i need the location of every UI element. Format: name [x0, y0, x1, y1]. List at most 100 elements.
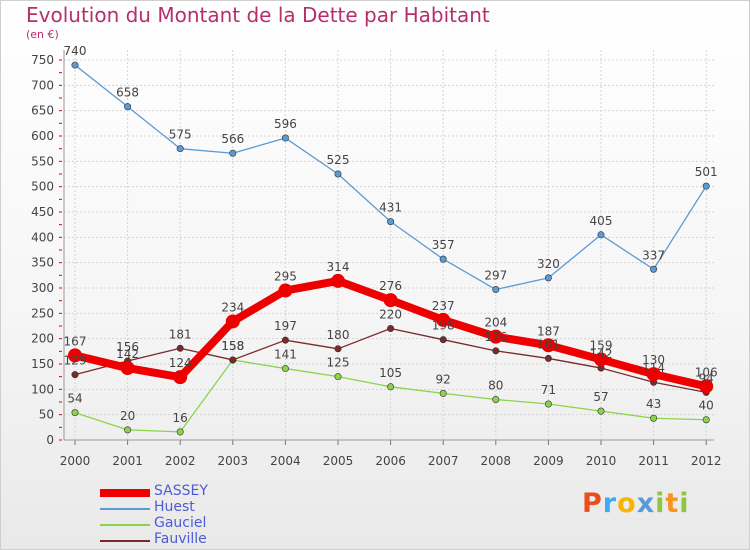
data-label-huest: 320 — [537, 257, 560, 271]
data-point-sassey — [120, 361, 135, 376]
data-point-sassey — [594, 352, 608, 367]
data-label-huest: 337 — [642, 248, 665, 262]
data-point-sassey — [488, 329, 503, 344]
proxiti-logo: Proxiti — [582, 488, 690, 519]
data-point-fauville — [229, 356, 237, 364]
data-point-sassey — [541, 338, 556, 353]
data-point-fauville — [544, 354, 552, 362]
y-tick-label: 650 — [31, 104, 54, 118]
data-point-gauciel — [544, 400, 552, 408]
data-point-huest — [281, 134, 289, 142]
y-tick-label: 0 — [46, 433, 54, 447]
y-tick-label: 250 — [31, 306, 54, 320]
data-label-layer: 740 658 575 566 596 525 431 357 297 320 405 337 501 5… — [64, 44, 718, 425]
data-label-sassey: 124 — [169, 356, 192, 370]
data-point-huest — [176, 145, 184, 153]
data-point-huest — [544, 274, 552, 282]
data-point-gauciel — [176, 428, 184, 436]
data-label-huest: 405 — [590, 214, 613, 228]
data-point-huest — [124, 103, 132, 111]
x-tick-label: 2012 — [691, 454, 722, 468]
data-point-sassey — [436, 312, 451, 327]
data-point-gauciel — [597, 407, 605, 415]
x-tick-label: 2002 — [165, 454, 196, 468]
data-point-huest — [229, 149, 237, 157]
data-point-huest — [702, 182, 710, 190]
data-label-fauville: 156 — [116, 340, 139, 354]
data-label-huest: 740 — [64, 44, 87, 58]
legend-label: Fauville — [154, 531, 207, 547]
data-point-gauciel — [492, 395, 500, 403]
x-tick-label: 2001 — [112, 454, 143, 468]
data-point-sassey — [383, 293, 398, 308]
data-label-gauciel: 158 — [221, 339, 244, 353]
legend-label: Huest — [154, 499, 195, 515]
data-label-huest: 658 — [116, 86, 139, 100]
data-point-huest — [439, 255, 447, 263]
y-tick-label: 550 — [31, 154, 54, 168]
data-point-sassey — [225, 314, 240, 329]
y-tick-label: 500 — [31, 180, 54, 194]
data-label-huest: 297 — [484, 269, 507, 283]
x-tick-label: 2005 — [323, 454, 354, 468]
data-point-fauville — [334, 345, 342, 353]
data-label-sassey: 276 — [379, 279, 402, 293]
y-tick-label: 300 — [31, 281, 54, 295]
data-label-fauville: 114 — [642, 361, 665, 375]
data-label-sassey: 204 — [484, 316, 507, 330]
data-label-gauciel: 57 — [593, 390, 608, 404]
data-label-huest: 501 — [695, 165, 718, 179]
data-point-gauciel — [702, 416, 710, 424]
series-layer — [68, 61, 714, 436]
data-point-gauciel — [650, 414, 658, 422]
data-label-sassey: 314 — [327, 260, 350, 274]
legend-swatch-fauville — [100, 540, 150, 542]
x-tick-label: 2010 — [586, 454, 617, 468]
data-point-sassey — [68, 348, 82, 363]
y-tick-label: 150 — [31, 357, 54, 371]
legend-swatch-gauciel — [100, 524, 150, 526]
y-tick-label: 600 — [31, 129, 54, 143]
data-label-sassey: 237 — [432, 299, 455, 313]
data-label-fauville: 176 — [484, 330, 507, 344]
data-label-gauciel: 40 — [699, 399, 714, 413]
x-tick-label: 2011 — [638, 454, 669, 468]
data-point-sassey — [278, 283, 293, 298]
data-label-fauville: 197 — [274, 319, 297, 333]
data-point-sassey — [173, 370, 188, 385]
data-label-gauciel: 80 — [488, 378, 503, 392]
data-point-sassey — [699, 379, 714, 394]
y-tick-label: 350 — [31, 256, 54, 270]
data-label-fauville: 181 — [169, 327, 192, 341]
y-tick-label: 100 — [31, 382, 54, 396]
data-label-huest: 431 — [379, 201, 402, 215]
y-tick-label: 750 — [31, 53, 54, 67]
data-point-huest — [334, 170, 342, 178]
data-label-gauciel: 43 — [646, 397, 661, 411]
data-label-gauciel: 54 — [67, 392, 82, 406]
logo-letter: o — [617, 488, 637, 519]
y-tick-label: 200 — [31, 332, 54, 346]
data-label-fauville: 142 — [590, 347, 613, 361]
logo-letter: x — [636, 488, 656, 519]
data-point-huest — [492, 286, 500, 294]
data-label-fauville: 198 — [432, 319, 455, 333]
data-label-huest: 575 — [169, 128, 192, 142]
data-label-huest: 596 — [274, 117, 297, 131]
data-point-fauville — [439, 336, 447, 344]
data-label-sassey: 295 — [274, 270, 297, 284]
data-point-fauville — [281, 336, 289, 344]
data-point-huest — [650, 265, 658, 273]
logo-letter: i — [655, 488, 666, 519]
x-tick-label: 2000 — [60, 454, 91, 468]
data-point-gauciel — [387, 383, 395, 391]
data-label-gauciel: 105 — [379, 366, 402, 380]
data-point-fauville — [176, 344, 184, 352]
data-point-gauciel — [281, 365, 289, 373]
y-tick-label: 450 — [31, 205, 54, 219]
data-label-sassey: 167 — [64, 334, 87, 348]
chart-subtitle: (en €) — [26, 28, 59, 41]
data-label-sassey: 187 — [537, 324, 560, 338]
